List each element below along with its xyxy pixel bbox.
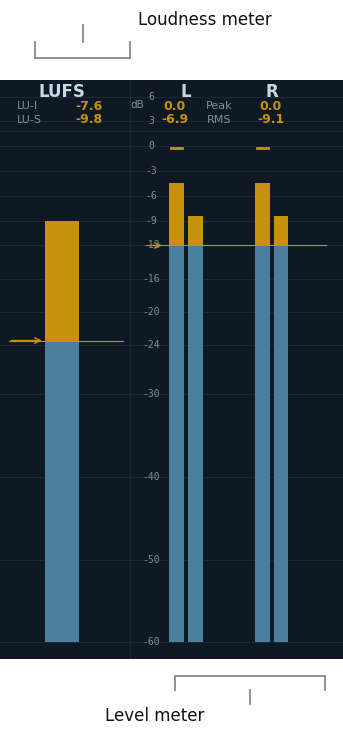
Text: -24: -24 xyxy=(142,340,160,349)
Text: R: R xyxy=(265,84,278,101)
Text: Peak: Peak xyxy=(206,101,233,112)
Text: dB: dB xyxy=(130,100,144,110)
Text: -9: -9 xyxy=(145,216,157,225)
Bar xyxy=(274,245,288,642)
Bar xyxy=(188,245,203,642)
Text: -40: -40 xyxy=(142,472,160,482)
Bar xyxy=(255,245,270,642)
Text: -6.9: -6.9 xyxy=(161,113,189,126)
Bar xyxy=(45,221,79,341)
Text: -9.1: -9.1 xyxy=(257,113,285,126)
Text: -7.6: -7.6 xyxy=(76,100,103,113)
Bar xyxy=(255,184,270,245)
Text: LUFS: LUFS xyxy=(38,84,85,101)
Bar xyxy=(169,245,184,642)
Text: -6: -6 xyxy=(145,191,157,201)
Text: -9.8: -9.8 xyxy=(76,113,103,126)
Text: 6: 6 xyxy=(148,92,154,101)
Text: -60: -60 xyxy=(142,637,160,647)
Text: -30: -30 xyxy=(142,389,160,399)
Bar xyxy=(188,217,203,245)
Bar xyxy=(45,341,79,642)
Text: 0.0: 0.0 xyxy=(260,100,282,113)
Bar xyxy=(274,217,288,245)
Text: -16: -16 xyxy=(142,274,160,283)
Text: -12: -12 xyxy=(142,241,160,250)
Text: LU-I: LU-I xyxy=(17,101,38,112)
Text: L: L xyxy=(181,84,191,101)
Text: 3: 3 xyxy=(148,117,154,126)
Text: Level meter: Level meter xyxy=(105,707,205,725)
Text: RMS: RMS xyxy=(207,115,232,125)
Text: 0: 0 xyxy=(148,141,154,151)
Text: Loudness meter: Loudness meter xyxy=(138,11,272,29)
Text: -20: -20 xyxy=(142,307,160,316)
Bar xyxy=(169,184,184,245)
Text: LU-S: LU-S xyxy=(17,115,42,125)
Text: 0.0: 0.0 xyxy=(164,100,186,113)
Text: -50: -50 xyxy=(142,555,160,564)
Text: -3: -3 xyxy=(145,166,157,176)
